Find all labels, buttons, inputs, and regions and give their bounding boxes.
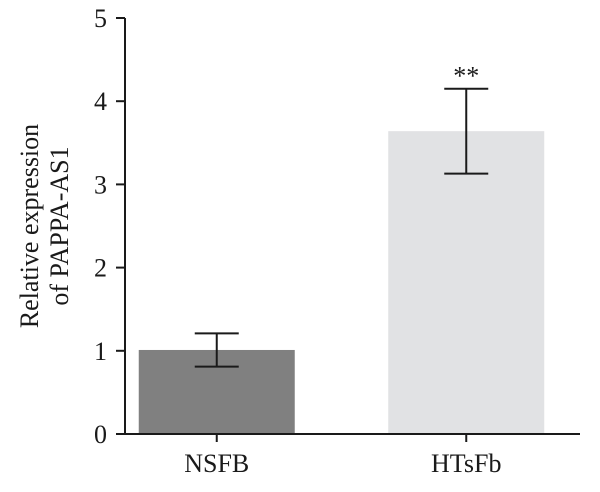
y-axis-title-line-1: Relative expression (15, 124, 44, 328)
y-tick-label: 4 (94, 87, 107, 116)
y-axis: 0 1 2 3 4 5 (94, 4, 126, 449)
y-axis-title-line-2: of PAPPA-AS1 (45, 146, 74, 305)
x-tick-label: HTsFb (431, 449, 501, 478)
error-bar-htsfb (444, 87, 489, 175)
bar-htsfb (388, 131, 545, 435)
significance-label: ** (453, 62, 479, 91)
plot-area: ** (138, 62, 545, 435)
y-tick-label: 5 (94, 4, 107, 33)
y-tick-label: 1 (94, 337, 107, 366)
y-axis-title: Relative expression of PAPPA-AS1 (15, 124, 74, 328)
error-bar-nsfb (194, 332, 239, 368)
x-tick-label: NSFB (184, 449, 249, 478)
y-tick-label: 0 (94, 420, 107, 449)
y-tick-label: 3 (94, 170, 107, 199)
x-axis: NSFB HTsFb (124, 433, 580, 478)
y-tick-label: 2 (94, 254, 107, 283)
